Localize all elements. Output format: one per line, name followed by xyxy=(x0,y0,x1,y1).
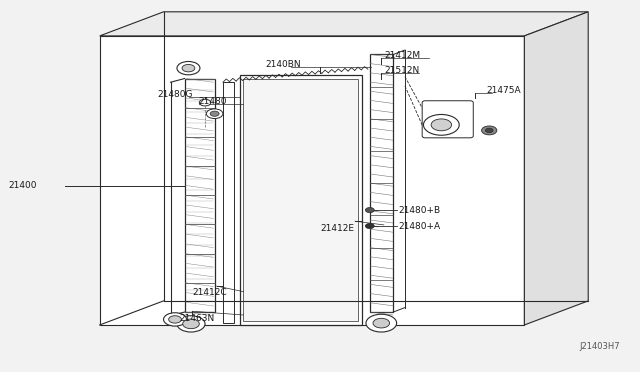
Circle shape xyxy=(366,314,397,332)
Circle shape xyxy=(182,319,199,329)
Circle shape xyxy=(365,208,374,213)
Circle shape xyxy=(424,115,460,135)
Circle shape xyxy=(177,61,200,75)
Circle shape xyxy=(210,111,219,116)
Circle shape xyxy=(199,99,211,106)
Bar xyxy=(223,82,234,323)
Circle shape xyxy=(365,224,374,229)
Polygon shape xyxy=(370,54,394,312)
Circle shape xyxy=(481,126,497,135)
Text: 21480: 21480 xyxy=(198,97,227,106)
Text: 21480+A: 21480+A xyxy=(399,221,441,231)
FancyBboxPatch shape xyxy=(422,101,473,138)
Text: J21403H7: J21403H7 xyxy=(580,342,620,351)
Text: 21412E: 21412E xyxy=(320,224,354,233)
Text: 21480G: 21480G xyxy=(157,90,193,99)
Circle shape xyxy=(373,318,390,328)
Text: 21463N: 21463N xyxy=(179,314,215,323)
Polygon shape xyxy=(100,36,524,325)
Circle shape xyxy=(169,316,181,323)
Text: 21512N: 21512N xyxy=(384,66,419,75)
Polygon shape xyxy=(184,78,214,312)
Bar xyxy=(240,75,362,325)
Text: 21412M: 21412M xyxy=(384,51,420,60)
Text: 2140BN: 2140BN xyxy=(266,60,301,68)
Text: 21400: 21400 xyxy=(8,182,37,190)
Circle shape xyxy=(485,128,493,133)
Circle shape xyxy=(164,313,186,326)
Circle shape xyxy=(206,109,223,119)
Polygon shape xyxy=(100,12,588,36)
Text: 21412C: 21412C xyxy=(192,288,227,297)
Bar xyxy=(243,78,358,321)
Text: 21480+B: 21480+B xyxy=(399,206,441,215)
Text: 21475A: 21475A xyxy=(486,86,521,94)
Circle shape xyxy=(431,119,452,131)
Polygon shape xyxy=(524,12,588,325)
Circle shape xyxy=(182,64,195,72)
Circle shape xyxy=(177,316,205,332)
